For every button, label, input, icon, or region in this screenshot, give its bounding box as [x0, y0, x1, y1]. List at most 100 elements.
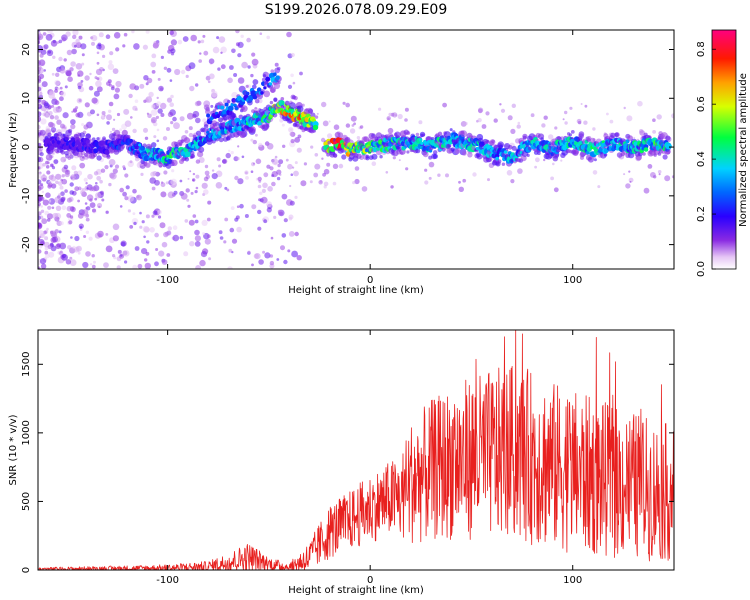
spectrogram-cell [142, 44, 148, 50]
spectrogram-cell [95, 80, 102, 88]
spectrogram-cell [38, 133, 41, 138]
spectrogram-cell [184, 157, 190, 162]
spectrogram-cell [458, 180, 461, 184]
spectrogram-cell [361, 186, 368, 192]
spectrogram-cell [260, 91, 264, 95]
spectrogram-cell [202, 34, 206, 38]
spectrogram-cell [278, 159, 284, 165]
spectrogram-cell [71, 165, 77, 171]
spectrogram-cell [112, 223, 120, 231]
spectrogram-cell [66, 205, 73, 212]
spectrogram-cell [261, 77, 266, 82]
spectrogram-cell [279, 118, 284, 123]
spectrogram-cell [251, 204, 257, 210]
spectrogram-cell [166, 97, 173, 103]
spectrogram-cell [259, 32, 263, 35]
spectrogram-cell [82, 188, 86, 192]
spectrogram-cell [428, 176, 432, 180]
spectrogram-cell [506, 170, 513, 176]
spectrogram-cell [96, 155, 102, 161]
spectrogram-cell [119, 187, 124, 193]
spectrogram-cell [404, 118, 408, 122]
snr-panel: -100 0 100 0 500 1000 1500 Height of straight… [8, 329, 675, 596]
spectrogram-cell [65, 31, 71, 37]
spectrogram-cell [206, 234, 211, 239]
spectrogram-cell [194, 229, 200, 236]
spectrogram-cell [241, 61, 248, 69]
spectrogram-cell [309, 180, 313, 184]
spectrogram-cell [564, 121, 568, 125]
spectrogram-cell [144, 136, 149, 140]
spectrogram-cell [265, 76, 271, 82]
spectrogram-cell [570, 130, 575, 134]
spectrogram-cell [540, 137, 544, 141]
spectrogram-cell [42, 199, 49, 206]
spectrogram-cell [569, 106, 573, 110]
spectrogram-cell [378, 107, 382, 111]
spectrogram-cell [88, 236, 93, 241]
spectrogram-cell [78, 42, 81, 45]
spectrogram-cell [665, 143, 672, 150]
spectrogram-cell [49, 122, 56, 129]
spectrogram-cell [666, 150, 671, 155]
spectrogram-cell [584, 104, 588, 108]
spectrogram-cell [244, 214, 249, 218]
spectrogram-cell [149, 227, 155, 233]
spectrogram-cell [171, 159, 178, 167]
snr-plot-area [38, 330, 674, 570]
spectrogram-cell [201, 182, 208, 189]
spectrogram-cell [51, 72, 55, 76]
spectrogram-cell [257, 176, 262, 182]
spectrogram-cell [95, 192, 102, 199]
spectrogram-cell [228, 112, 236, 120]
spectrogram-cell [227, 99, 231, 104]
spectrogram-cell [75, 106, 79, 110]
spectrogram-cell [256, 87, 262, 92]
spectrogram-cell [40, 49, 47, 55]
spectrogram-cell [271, 158, 279, 165]
spectrogram-cell [116, 265, 121, 269]
spectrogram-cell [134, 99, 139, 103]
snr-frame [37, 329, 675, 571]
spectrogram-cell [173, 122, 180, 130]
spectrogram-cell [197, 40, 201, 44]
spectrogram-cell [156, 96, 159, 100]
spectrogram-cell [74, 235, 80, 242]
spectrogram-cell [422, 133, 426, 137]
spectrogram-cell [104, 165, 109, 170]
spectrogram-cell [564, 110, 568, 115]
spectrogram-cell [266, 201, 272, 208]
spectrogram-cell [236, 156, 240, 161]
spectrogram-cell [266, 35, 271, 40]
spectrogram-cell [38, 143, 41, 147]
y-tick-label: 0 [21, 567, 32, 573]
spectrogram-cell [218, 36, 226, 43]
spectrogram-cell [217, 67, 221, 71]
spectrogram-cell [237, 41, 244, 49]
spectrogram-cell [276, 176, 281, 181]
spectrogram-cell [639, 129, 644, 134]
spectrogram-cell [102, 54, 106, 59]
spectrogram-cell [281, 233, 287, 238]
spectrogram-cell [593, 158, 597, 162]
spectrogram-cell [38, 67, 44, 74]
spectrogram-cell [54, 89, 58, 93]
spectrogram-cell [656, 114, 662, 120]
spectrogram-cell [185, 74, 189, 78]
spectrogram-cell [415, 148, 421, 154]
spectrogram-cell [42, 32, 47, 36]
spectrogram-cell [310, 112, 316, 118]
spectrogram-cell [327, 133, 333, 139]
figure-title: S199.2026.078.09.29.E09 [265, 2, 448, 18]
spectrogram-cell [227, 77, 233, 84]
spectrogram-cell [203, 50, 209, 56]
spectrogram-cell [167, 191, 175, 199]
spectrogram-cell [200, 251, 208, 258]
spectrogram-cell [89, 198, 93, 202]
spectrogram-cell [120, 254, 123, 257]
spectrogram-cell [77, 199, 80, 203]
spectrogram-cell [38, 172, 42, 179]
colorbar-ticks: 0.0 0.2 0.4 0.6 0.8 [696, 41, 716, 277]
spectrogram-cell [55, 72, 60, 78]
